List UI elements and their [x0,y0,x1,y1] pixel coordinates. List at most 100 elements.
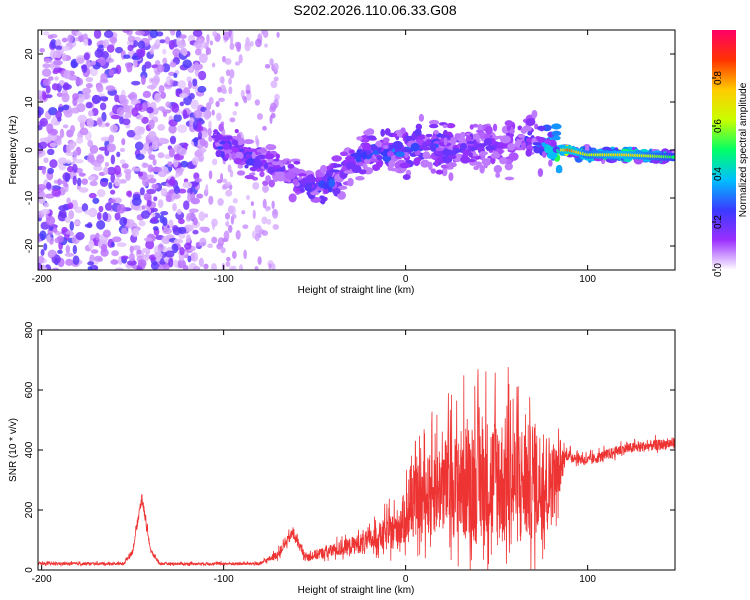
heatmap-cell [327,185,333,193]
heatmap-cell [159,39,166,44]
heatmap-cell [108,69,115,77]
heatmap-cell [177,226,187,235]
heatmap-cell [150,212,156,218]
heatmap-cell [227,164,232,173]
heatmap-cell [148,112,155,120]
heatmap-cell [81,64,88,73]
heatmap-cell [38,141,48,149]
heatmap-cell [158,85,165,94]
heatmap-cell [420,159,430,168]
heatmap-cell [249,40,254,47]
heatmap-cell [134,125,144,136]
heatmap-cell [175,173,180,178]
heatmap-cell [126,190,132,197]
heatmap-cell [72,255,80,265]
heatmap-cell [128,252,135,262]
heatmap-cell [78,172,86,177]
heatmap-cell [223,149,233,154]
heatmap-cell [88,176,96,181]
heatmap-cell [116,106,125,116]
heatmap-cell [58,205,68,212]
heatmap-cell [231,152,236,161]
heatmap-cell [85,82,93,89]
heatmap-cell [230,205,236,215]
heatmap-cell [261,30,265,35]
heatmap-cell [87,261,95,266]
colorbar-tick-label: 0.0 [713,263,724,277]
heatmap-cell [544,139,552,145]
heatmap-cell [92,162,102,168]
heatmap-cell [138,220,146,227]
heatmap-cell [245,89,251,94]
heatmap-cell [199,226,205,231]
heatmap-cell [119,159,126,165]
heatmap-cell [442,124,448,129]
heatmap-cell [245,159,255,166]
heatmap-cell [268,179,276,188]
heatmap-cell [61,53,67,62]
heatmap-cell [173,157,179,168]
heatmap-cell [235,229,241,240]
heatmap-cell [188,92,195,100]
heatmap-cell [416,135,426,140]
heatmap-cell [355,156,361,163]
heatmap-cell [220,84,227,94]
heatmap-cell [399,162,411,169]
heatmap-cell [275,168,284,173]
heatmap-cell [146,188,157,195]
heatmap-cell [229,265,235,270]
heatmap-cell [238,264,244,270]
heatmap-cell [89,144,99,154]
heatmap-cell [114,177,121,187]
heatmap-cell [241,210,246,215]
heatmap-cell [93,30,102,39]
heatmap-cell [223,230,230,241]
heatmap-cell [208,195,214,205]
heatmap-cell [98,205,104,213]
heatmap-cell [261,216,268,225]
heatmap-cell [485,145,496,151]
heatmap-cell [351,164,362,174]
heatmap-cell [39,137,50,143]
heatmap-cell [504,120,514,127]
heatmap-cell [216,112,222,121]
heatmap-cell [264,63,271,69]
heatmap-cell [548,159,553,167]
heatmap-cell [210,263,217,270]
heatmap-cell [243,249,247,260]
heatmap-cell [208,96,214,105]
heatmap-cell [44,193,55,199]
heatmap-cell [508,152,519,161]
heatmap-cell [99,102,107,111]
heatmap-cell [197,38,205,44]
heatmap-cell [62,82,70,91]
heatmap-cell [224,58,232,65]
heatmap-cell [522,125,533,132]
y-tick-label: 0 [24,567,35,573]
heatmap-cell [366,135,376,140]
heatmap-cell [229,117,236,123]
heatmap-cell [193,109,203,119]
heatmap-cell [40,266,48,270]
heatmap-cell [179,101,185,107]
heatmap-cell [109,36,118,44]
heatmap-cell [193,172,200,180]
heatmap-cell [198,70,207,81]
heatmap-cell [465,135,472,143]
heatmap-cell [441,167,448,177]
heatmap-cell [551,123,562,130]
heatmap-cell [165,101,171,108]
heatmap-cell [537,168,544,177]
heatmap-cell [242,224,249,230]
heatmap-cell [172,203,177,212]
heatmap-cell [180,160,189,168]
heatmap-cell [38,106,44,116]
heatmap-cell [171,102,180,113]
heatmap-cell [276,31,280,38]
heatmap-cell [72,93,79,101]
heatmap-cell [160,211,169,216]
heatmap-cell [225,69,231,77]
heatmap-cell [96,117,103,126]
heatmap-cell [507,143,516,151]
heatmap-cell [192,78,198,87]
